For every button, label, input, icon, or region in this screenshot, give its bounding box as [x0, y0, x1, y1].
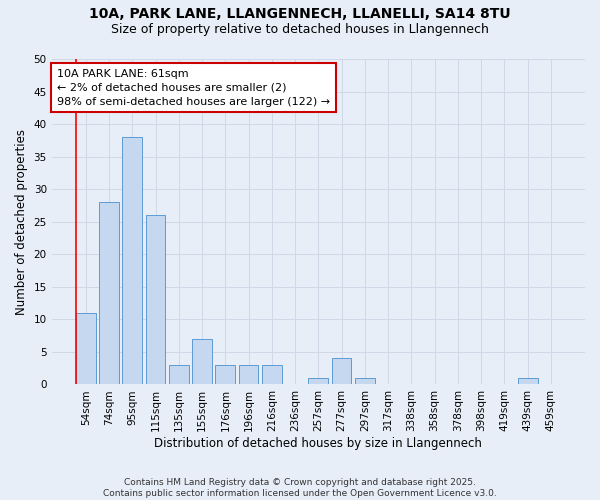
Bar — [215, 365, 235, 384]
Y-axis label: Number of detached properties: Number of detached properties — [15, 128, 28, 314]
Text: Size of property relative to detached houses in Llangennech: Size of property relative to detached ho… — [111, 22, 489, 36]
Bar — [76, 313, 95, 384]
Bar — [122, 137, 142, 384]
Bar — [332, 358, 352, 384]
Bar — [99, 202, 119, 384]
Bar — [239, 365, 259, 384]
Text: Contains HM Land Registry data © Crown copyright and database right 2025.
Contai: Contains HM Land Registry data © Crown c… — [103, 478, 497, 498]
X-axis label: Distribution of detached houses by size in Llangennech: Distribution of detached houses by size … — [154, 437, 482, 450]
Text: 10A PARK LANE: 61sqm
← 2% of detached houses are smaller (2)
98% of semi-detache: 10A PARK LANE: 61sqm ← 2% of detached ho… — [57, 69, 330, 107]
Bar — [262, 365, 282, 384]
Bar — [518, 378, 538, 384]
Bar — [146, 215, 166, 384]
Bar — [308, 378, 328, 384]
Bar — [355, 378, 375, 384]
Text: 10A, PARK LANE, LLANGENNECH, LLANELLI, SA14 8TU: 10A, PARK LANE, LLANGENNECH, LLANELLI, S… — [89, 8, 511, 22]
Bar — [169, 365, 188, 384]
Bar — [192, 339, 212, 384]
